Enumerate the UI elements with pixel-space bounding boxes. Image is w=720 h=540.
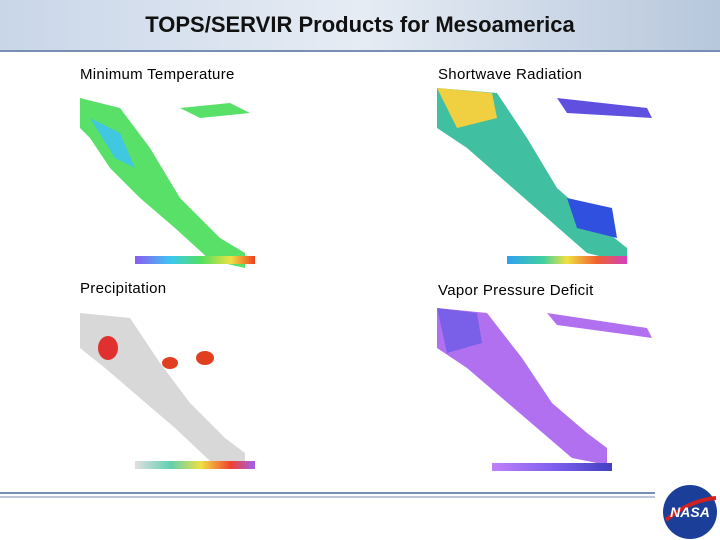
title-bar — [0, 0, 720, 50]
map-radiation — [437, 88, 652, 264]
panel-label: Shortwave Radiation — [438, 66, 583, 83]
slide-title: TOPS/SERVIR Products for Mesoamerica — [145, 12, 575, 37]
logo-swoosh — [664, 496, 717, 522]
map-precipitation — [80, 313, 255, 469]
panel-label: Vapor Pressure Deficit — [438, 282, 594, 299]
map-vpd — [437, 308, 652, 471]
logo-text: NASA — [670, 504, 710, 520]
panel-label: Minimum Temperature — [80, 66, 235, 83]
panel-label: Precipitation — [80, 280, 167, 297]
map-temperature — [80, 98, 255, 268]
